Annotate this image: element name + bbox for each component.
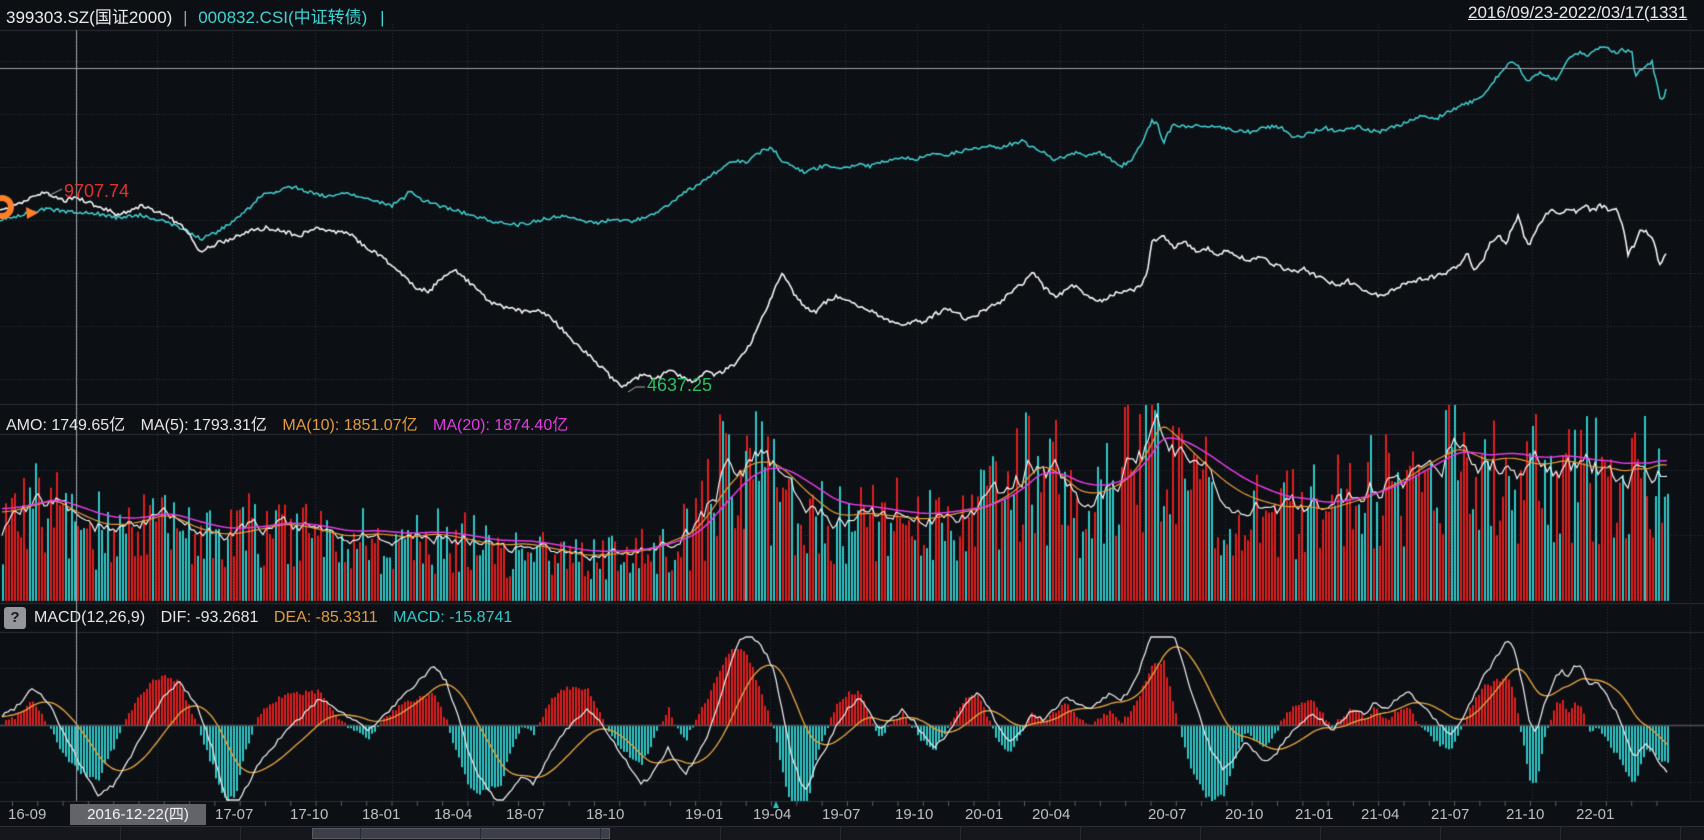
scrollbar-divider	[1320, 827, 1321, 840]
header-separator-2: |	[380, 8, 385, 27]
x-axis-label: 21-04	[1361, 806, 1400, 823]
macd-name: MACD(12,26,9)	[34, 609, 146, 626]
scrollbar-divider	[600, 827, 601, 840]
header-symbols: 399303.SZ(国证2000) | 000832.CSI(中证转债) |	[6, 3, 385, 28]
x-axis-label: 20-10	[1225, 806, 1264, 823]
scrollbar-divider	[720, 827, 721, 840]
macd-help-icon[interactable]: ?	[4, 607, 26, 629]
amo-ma20-value: MA(20): 1874.40亿	[433, 417, 569, 434]
x-axis-label: 21-07	[1431, 806, 1470, 823]
scrollbar-divider	[1680, 827, 1681, 840]
x-axis-label: 20-01	[965, 806, 1004, 823]
scrollbar-divider	[1560, 827, 1561, 840]
bottom-scrollbar[interactable]	[0, 826, 1704, 840]
x-axis-label: 16-09	[8, 806, 47, 823]
x-axis-label: 20-07	[1148, 806, 1187, 823]
header-separator: |	[183, 8, 188, 27]
macd-dif-value: DIF: -93.2681	[160, 609, 259, 626]
x-axis-label: 21-10	[1506, 806, 1545, 823]
scrollbar-thumb[interactable]	[312, 828, 610, 839]
low-price-annotation: 4637.25	[647, 375, 713, 395]
overlay-symbol-label[interactable]: 000832.CSI(中证转债)	[198, 8, 368, 27]
x-axis-label: 19-07	[822, 806, 861, 823]
scrollbar-divider	[120, 827, 121, 840]
x-axis-label: 18-07	[506, 806, 545, 823]
scrollbar-divider	[840, 827, 841, 840]
amo-value: AMO: 1749.65亿	[6, 417, 126, 434]
x-axis-label: 17-07	[215, 806, 254, 823]
x-axis-label: 22-01	[1576, 806, 1615, 823]
amo-ma10-value: MA(10): 1851.07亿	[282, 417, 418, 434]
scrollbar-divider	[360, 827, 361, 840]
amo-ma5-value: MA(5): 1793.31亿	[140, 417, 267, 434]
scrollbar-divider	[240, 827, 241, 840]
main-symbol-label[interactable]: 399303.SZ(国证2000)	[6, 8, 173, 27]
high-price-annotation: 9707.74	[64, 181, 130, 201]
date-range-link[interactable]: 2016/09/23-2022/03/17(1331	[1468, 3, 1688, 22]
x-axis-label: 18-01	[362, 806, 401, 823]
x-axis-label: 21-01	[1295, 806, 1334, 823]
x-axis-label: 19-01	[685, 806, 724, 823]
macd-value: MACD: -15.8741	[393, 609, 513, 626]
scrollbar-divider	[1440, 827, 1441, 840]
x-axis-label: 18-04	[434, 806, 473, 823]
scrollbar-divider	[1080, 827, 1081, 840]
macd-dea-value: DEA: -85.3311	[273, 609, 378, 626]
amo-indicator-row: AMO: 1749.65亿 MA(5): 1793.31亿 MA(10): 18…	[6, 411, 579, 435]
scrollbar-divider	[960, 827, 961, 840]
macd-indicator-row: MACD(12,26,9) DIF: -93.2681 DEA: -85.331…	[34, 609, 523, 627]
x-axis-label: 19-04	[753, 806, 792, 823]
x-axis-label: 17-10	[290, 806, 329, 823]
x-axis-label: 20-04	[1032, 806, 1071, 823]
scrollbar-divider	[480, 827, 481, 840]
crosshair-date-badge: 2016-12-22(四)	[70, 804, 206, 825]
x-axis-label: 18-10	[586, 806, 625, 823]
x-axis-label: 19-10	[895, 806, 934, 823]
scrollbar-divider	[1200, 827, 1201, 840]
